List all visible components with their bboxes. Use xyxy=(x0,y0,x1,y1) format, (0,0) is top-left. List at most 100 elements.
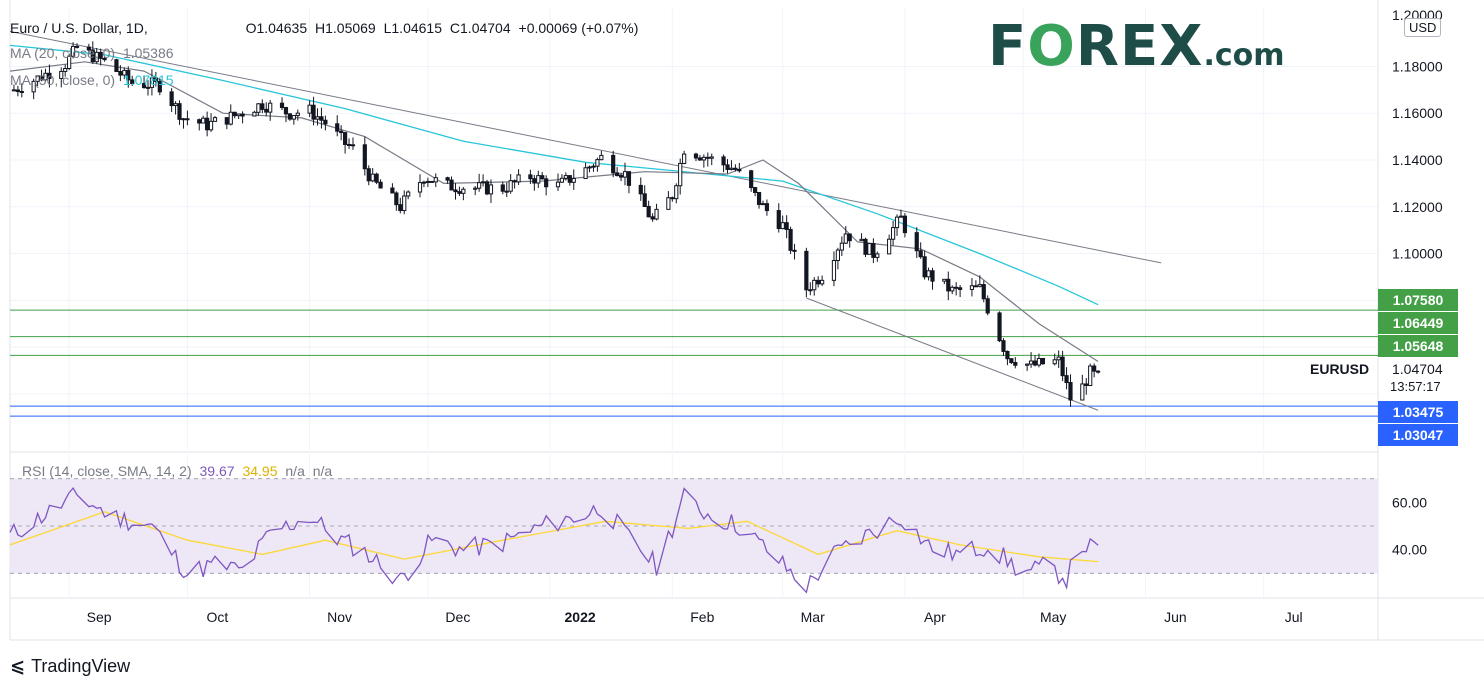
candle-body xyxy=(398,204,403,212)
candle-body xyxy=(946,278,951,292)
candle-body xyxy=(847,233,852,242)
candle-body xyxy=(670,197,675,200)
candle-body xyxy=(997,312,1002,342)
legend-ma20[interactable]: MA (20, close, 0) 1.05386 xyxy=(10,45,178,61)
ma50-value: 1.07815 xyxy=(122,72,174,88)
candle-body xyxy=(315,116,320,120)
candle-body xyxy=(831,260,837,281)
time-tick-label: Dec xyxy=(445,609,470,625)
candle-body xyxy=(780,222,785,230)
tradingview-logo-icon: ⩽ xyxy=(10,656,26,677)
candle-body xyxy=(425,180,430,183)
candle-body xyxy=(39,75,44,81)
candle-body xyxy=(638,184,643,195)
candle-body xyxy=(197,119,202,124)
candle-body xyxy=(252,111,257,117)
last-price-symbol: EURUSD xyxy=(1310,361,1370,377)
candle-body xyxy=(35,75,40,82)
candle-body xyxy=(1005,350,1010,360)
legend-ma50[interactable]: MA (50, close, 0) 1.07815 xyxy=(10,72,178,88)
time-tick-label: Sep xyxy=(87,609,112,625)
candle-body xyxy=(224,117,229,125)
change-value: +0.00069 (+0.07%) xyxy=(518,20,639,36)
candle-body xyxy=(792,249,797,252)
candle-body xyxy=(981,284,986,300)
candle-body xyxy=(153,77,158,82)
candle-body xyxy=(591,165,596,168)
rsi-value: 39.67 xyxy=(199,463,235,479)
candle-body xyxy=(816,279,821,285)
candle-body xyxy=(256,103,261,113)
candle-body xyxy=(390,187,395,194)
time-tick-label: Oct xyxy=(207,609,229,625)
last-price-countdown: 13:57:17 xyxy=(1390,379,1441,394)
symbol-label[interactable]: Euro / U.S. Dollar, 1D, xyxy=(10,20,148,36)
candle-body xyxy=(488,184,494,195)
currency-button[interactable]: USD xyxy=(1404,18,1442,37)
candle-body xyxy=(812,279,817,291)
low-value: L1.04615 xyxy=(383,20,443,36)
candle-body xyxy=(540,175,545,180)
candle-body xyxy=(954,286,959,289)
candle-body xyxy=(149,77,155,88)
candle-body xyxy=(839,242,844,251)
candle-body xyxy=(339,130,344,134)
candle-body xyxy=(201,117,206,124)
candle-body xyxy=(307,104,312,114)
candle-body xyxy=(445,177,450,181)
candle-body xyxy=(1009,358,1014,364)
candle-body xyxy=(59,70,64,79)
candle-body xyxy=(1056,356,1061,361)
level-tag-3[interactable]: 1.05648 xyxy=(1378,335,1458,357)
candle-body xyxy=(678,162,683,187)
candle-body xyxy=(599,154,604,161)
candle-body xyxy=(618,175,624,178)
candle-body xyxy=(1013,362,1018,366)
candle-body xyxy=(264,108,269,113)
candle-body xyxy=(484,181,490,195)
candle-body xyxy=(287,113,293,120)
candle-body xyxy=(567,175,572,183)
candle-body xyxy=(319,116,324,121)
candle-body xyxy=(350,144,356,147)
time-tick-label: 2022 xyxy=(565,609,596,625)
tradingview-brand[interactable]: ⩽ TradingView xyxy=(10,656,130,677)
time-tick-label: Apr xyxy=(924,609,946,625)
candle-body xyxy=(279,102,285,109)
candle-body xyxy=(682,153,687,164)
candle-body xyxy=(181,118,186,121)
forex-logo: FOREX.com xyxy=(988,14,1285,79)
candle-body xyxy=(788,228,793,251)
candle-body xyxy=(532,178,537,184)
level-tag-2[interactable]: 1.06449 xyxy=(1378,312,1458,334)
level-tag-1[interactable]: 1.07580 xyxy=(1378,289,1458,311)
candle-body xyxy=(205,117,210,131)
level-tag-5[interactable]: 1.03047 xyxy=(1378,424,1458,446)
candle-body xyxy=(737,168,742,172)
candle-body xyxy=(406,191,411,197)
candle-body xyxy=(118,71,123,76)
ma20-label: MA (20, close, 0) xyxy=(10,45,116,61)
candle-body xyxy=(697,157,703,161)
candle-body xyxy=(555,181,561,188)
candle-body xyxy=(173,103,178,107)
candle-body xyxy=(571,178,576,183)
price-tick-label: 1.18000 xyxy=(1392,58,1443,74)
time-tick-label: May xyxy=(1040,609,1066,625)
candle-body xyxy=(343,132,348,145)
candle-body xyxy=(583,167,588,180)
level-tag-4[interactable]: 1.03475 xyxy=(1378,401,1458,423)
candle-body xyxy=(898,215,904,218)
time-tick-label: Jul xyxy=(1285,609,1303,625)
candle-body xyxy=(228,111,233,125)
candle-body xyxy=(114,59,119,73)
legend-rsi[interactable]: RSI (14, close, SMA, 14, 2) 39.67 34.95 … xyxy=(22,463,336,479)
candle-body xyxy=(43,72,48,81)
candle-body xyxy=(260,103,265,110)
candle-body xyxy=(804,250,809,291)
candle-body xyxy=(126,69,131,81)
logo-o: O xyxy=(1027,14,1076,79)
candle-body xyxy=(185,118,190,121)
candle-body xyxy=(157,80,162,93)
